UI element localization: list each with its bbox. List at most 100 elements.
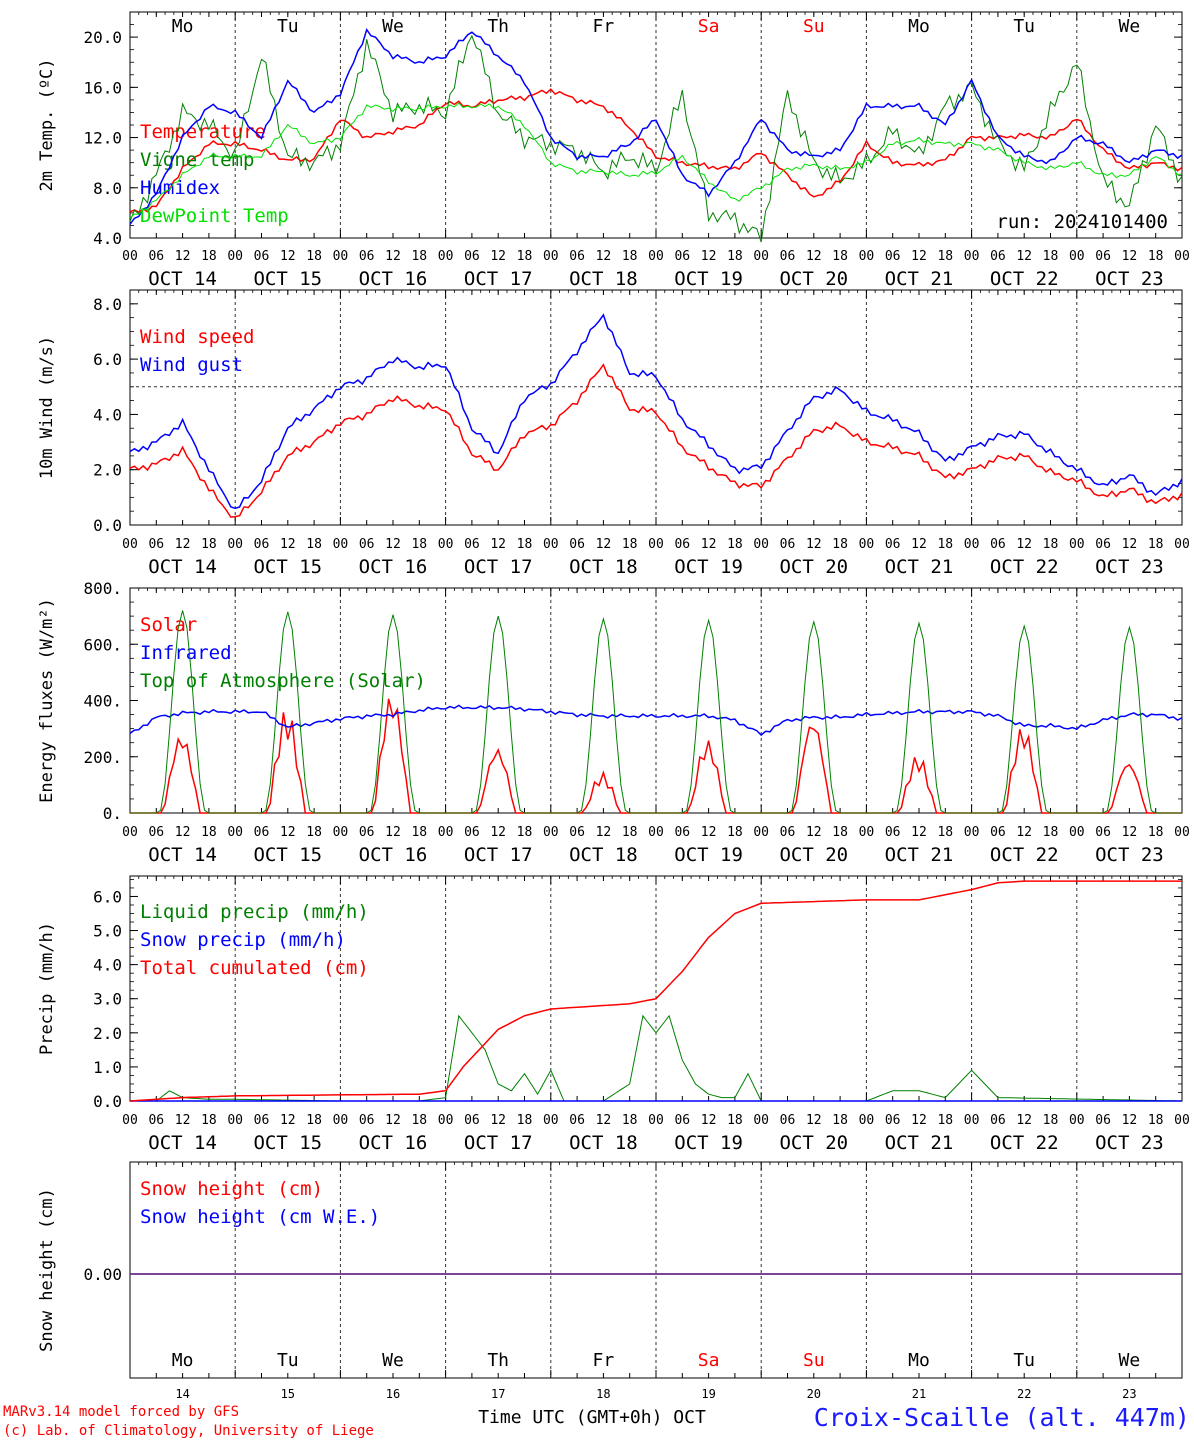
hour-tick-label: 18 xyxy=(1148,537,1164,552)
legend-top-of-atmosphere-solar-: Top of Atmosphere (Solar) xyxy=(140,670,426,692)
hour-tick-label: 18 xyxy=(517,825,533,840)
date-label: OCT 19 xyxy=(674,844,743,866)
hour-tick-label: 12 xyxy=(1122,249,1138,264)
hour-tick-label: 12 xyxy=(490,249,506,264)
hour-tick-label: 12 xyxy=(490,825,506,840)
day-abbr: Mo xyxy=(908,1350,930,1371)
y-tick-label: 20.0 xyxy=(83,28,122,47)
date-label: OCT 18 xyxy=(569,268,638,290)
day-abbr: We xyxy=(382,16,404,37)
hour-tick-label: 12 xyxy=(385,825,401,840)
day-abbr: Tu xyxy=(277,1350,299,1371)
hour-tick-label: 06 xyxy=(148,537,164,552)
hour-tick-label: 18 xyxy=(622,1113,638,1128)
panel-4: 0.0 1.0 2.0 3.0 4.0 5.0 6.0 Precip (mm/h) Liquid… xyxy=(37,875,1190,1154)
hour-tick-label: 12 xyxy=(701,537,717,552)
hour-tick-label: 12 xyxy=(175,537,191,552)
hour-tick-label: 12 xyxy=(596,249,612,264)
day-abbr: Mo xyxy=(172,16,194,37)
day-number: 23 xyxy=(1122,1387,1136,1401)
legend-dewpoint-temp: DewPoint Temp xyxy=(140,205,289,227)
hour-tick-label: 12 xyxy=(911,1113,927,1128)
hour-tick-label: 00 xyxy=(859,249,875,264)
y-tick-label: 0. xyxy=(103,804,122,823)
hour-tick-label: 12 xyxy=(911,825,927,840)
date-label: OCT 16 xyxy=(359,1132,428,1154)
hour-tick-label: 00 xyxy=(227,537,243,552)
hour-tick-label: 18 xyxy=(201,825,217,840)
hour-tick-label: 12 xyxy=(1016,825,1032,840)
hour-tick-label: 06 xyxy=(569,537,585,552)
date-label: OCT 18 xyxy=(569,844,638,866)
hour-tick-label: 06 xyxy=(780,1113,796,1128)
y-tick-label: 12.0 xyxy=(83,129,122,148)
date-label: OCT 17 xyxy=(464,1132,533,1154)
hour-tick-label: 00 xyxy=(1069,1113,1085,1128)
day-number: 15 xyxy=(281,1387,295,1401)
hour-tick-label: 12 xyxy=(280,249,296,264)
hour-tick-label: 00 xyxy=(122,249,138,264)
hour-tick-label: 00 xyxy=(438,825,454,840)
hour-tick-label: 18 xyxy=(411,249,427,264)
hour-tick-label: 06 xyxy=(885,1113,901,1128)
hour-tick-label: 06 xyxy=(885,537,901,552)
day-number: 16 xyxy=(386,1387,400,1401)
day-abbr: Mo xyxy=(908,16,930,37)
x-axis-label: Time UTC (GMT+0h) OCT xyxy=(478,1407,706,1428)
hour-tick-label: 06 xyxy=(254,249,270,264)
hour-tick-label: 18 xyxy=(517,1113,533,1128)
hour-tick-label: 06 xyxy=(148,825,164,840)
series-line-wind-speed xyxy=(129,363,1183,518)
hour-tick-label: 12 xyxy=(385,249,401,264)
hour-tick-label: 06 xyxy=(148,1113,164,1128)
hour-tick-label: 00 xyxy=(964,825,980,840)
day-abbr: Th xyxy=(487,1350,509,1371)
hour-tick-label: 06 xyxy=(569,1113,585,1128)
day-abbr: Sa xyxy=(698,16,720,37)
hour-tick-label: 06 xyxy=(254,537,270,552)
date-label: OCT 18 xyxy=(569,1132,638,1154)
day-abbr: Tu xyxy=(1013,16,1035,37)
hour-tick-label: 18 xyxy=(1148,825,1164,840)
panels: 4.0 8.0 12.0 16.0 20.0 2m Temp. (ºC) Temperatu… xyxy=(37,11,1190,1401)
day-abbr: Mo xyxy=(172,1350,194,1371)
hour-tick-label: 18 xyxy=(937,825,953,840)
series-line-infrared xyxy=(129,704,1183,737)
hour-tick-label: 18 xyxy=(727,249,743,264)
y-tick-label: 800. xyxy=(83,579,122,598)
panel-3: 0. 200. 400. 600. 800. Energy fluxes (W/m²) So… xyxy=(37,579,1190,866)
hour-tick-label: 18 xyxy=(1043,537,1059,552)
y-tick-label: 8.0 xyxy=(93,179,122,198)
legend-solar: Solar xyxy=(140,614,197,636)
date-label: OCT 17 xyxy=(464,268,533,290)
hour-tick-label: 18 xyxy=(411,537,427,552)
hour-tick-label: 00 xyxy=(333,825,349,840)
y-tick-label: 3.0 xyxy=(93,990,122,1009)
hour-tick-label: 12 xyxy=(596,825,612,840)
date-label: OCT 14 xyxy=(148,268,217,290)
date-label: OCT 20 xyxy=(779,556,848,578)
day-number: 19 xyxy=(701,1387,715,1401)
date-label: OCT 19 xyxy=(674,268,743,290)
date-label: OCT 23 xyxy=(1095,268,1164,290)
y-tick-label: 400. xyxy=(83,692,122,711)
date-label: OCT 20 xyxy=(779,844,848,866)
hour-tick-label: 18 xyxy=(517,537,533,552)
hour-tick-label: 00 xyxy=(1069,537,1085,552)
hour-tick-label: 18 xyxy=(1148,249,1164,264)
hour-tick-label: 18 xyxy=(832,1113,848,1128)
date-label: OCT 16 xyxy=(359,268,428,290)
hour-tick-label: 00 xyxy=(964,537,980,552)
hour-tick-label: 18 xyxy=(411,1113,427,1128)
hour-tick-label: 00 xyxy=(648,1113,664,1128)
hour-tick-label: 06 xyxy=(674,537,690,552)
panel-5: 0.00 Snow height (cm) Snow height (cm) Snow… xyxy=(37,1161,1183,1401)
hour-tick-label: 12 xyxy=(280,1113,296,1128)
hour-tick-label: 18 xyxy=(1043,825,1059,840)
hour-tick-label: 00 xyxy=(438,249,454,264)
hour-tick-label: 18 xyxy=(832,249,848,264)
hour-tick-label: 12 xyxy=(806,249,822,264)
hour-tick-label: 00 xyxy=(543,825,559,840)
day-abbr: We xyxy=(382,1350,404,1371)
hour-tick-label: 18 xyxy=(937,249,953,264)
